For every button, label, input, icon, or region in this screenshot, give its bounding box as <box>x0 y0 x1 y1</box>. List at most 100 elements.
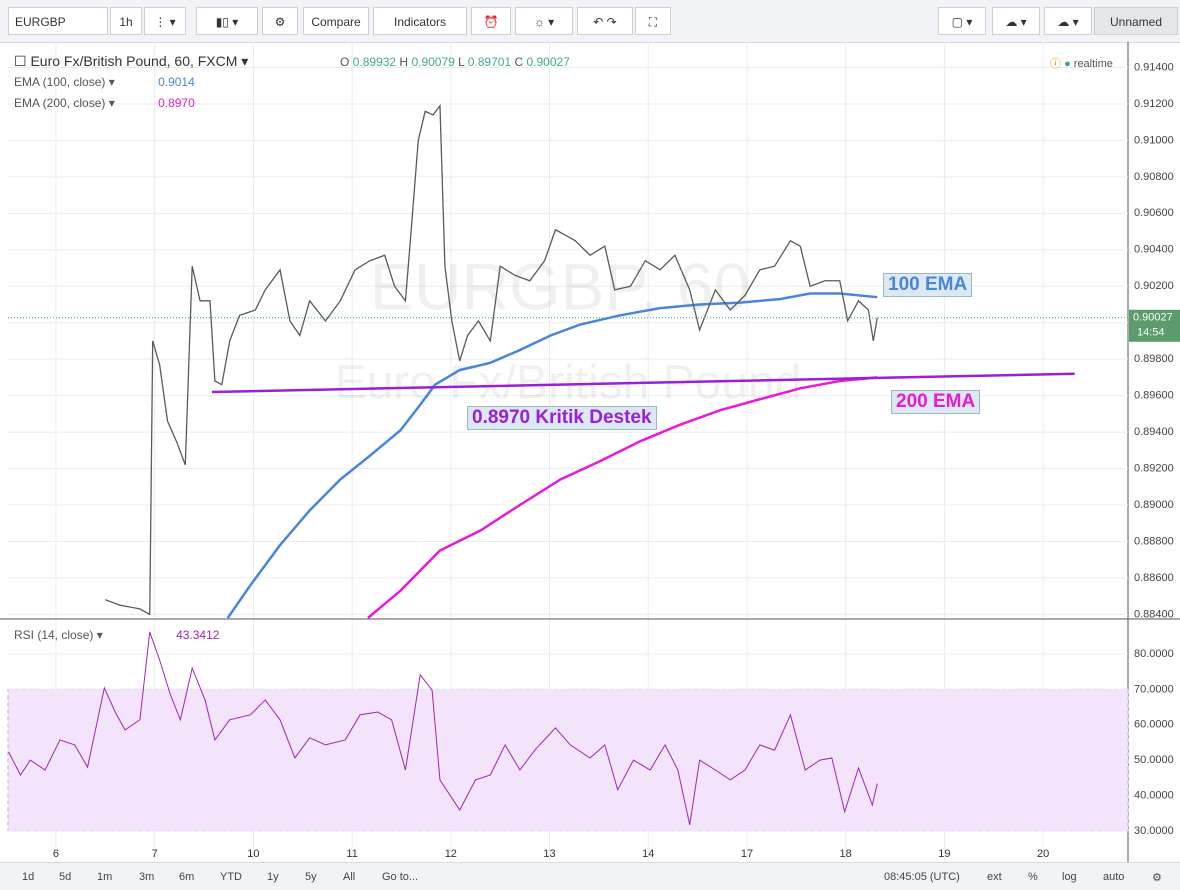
range[interactable]: YTD <box>220 871 242 883</box>
y-tick-label: 0.91400 <box>1134 61 1174 73</box>
goto[interactable]: Go to... <box>382 871 419 883</box>
save[interactable]: ☁ ▾ <box>1044 7 1092 35</box>
y-tick-label: 0.89200 <box>1134 462 1174 474</box>
range[interactable]: 5d <box>59 871 72 883</box>
y-tick-label: 0.90200 <box>1134 280 1174 292</box>
y-tick-label: 0.90400 <box>1134 244 1174 256</box>
line <box>226 292 878 619</box>
symbol-title: ☐ Euro Fx/British Pound, 60, FXCM ▾ <box>14 53 249 69</box>
price-tag-label: 0.90027 <box>1133 312 1173 324</box>
option[interactable]: log <box>1062 871 1077 883</box>
symbol-input[interactable]: EURGBP <box>8 7 108 35</box>
x-tick-label: 7 <box>152 848 158 860</box>
price-tag-time: 14:54 <box>1137 327 1165 339</box>
legend-value: 0.8970 <box>158 96 195 110</box>
line <box>105 103 878 616</box>
settings[interactable]: ⚙ <box>262 7 298 35</box>
legend-name: EMA (200, close) <box>14 96 106 110</box>
line <box>8 631 878 825</box>
title: Euro Fx/British Pound, 60, FXCM <box>30 53 238 69</box>
settings[interactable]: ⚙ <box>1152 872 1162 884</box>
chart-style[interactable]: ▮▯ ▾ <box>196 7 258 35</box>
y-tick-label: 50.0000 <box>1134 754 1174 766</box>
alert[interactable]: ⏰ <box>471 7 511 35</box>
ema-legend: EMA (200, close) ▾ 0.8970 <box>14 96 195 110</box>
rsi-legend: RSI (14, close) ▾ 43.3412 <box>14 628 220 642</box>
marks: 0.91400 0.91200 0.91000 0.90800 0.90600 0.904… <box>7 42 1180 862</box>
x-tick-label: 20 <box>1037 848 1049 860</box>
range[interactable]: 1d <box>22 871 35 883</box>
ohlc-value: 0.89701 <box>467 55 512 69</box>
color[interactable]: ▢ ▾ <box>938 7 986 35</box>
bottom-bar: 1d 5d 1m 3m 6m YTD 1y 5y All Go to... 08… <box>0 862 1180 890</box>
range[interactable]: All <box>343 871 356 883</box>
ohlc-label: O <box>340 55 350 69</box>
x-tick-label: 17 <box>741 848 753 860</box>
y-tick-label: 70.0000 <box>1134 683 1174 695</box>
ideas[interactable]: ☼ ▾ <box>515 7 573 35</box>
option[interactable]: auto <box>1103 871 1125 883</box>
ohlc-value: 0.90027 <box>526 55 570 69</box>
ema-legend: EMA (100, close) ▾ 0.9014 <box>14 75 195 89</box>
y-tick-label: 0.89000 <box>1134 499 1174 511</box>
interval-menu[interactable]: ⋮ ▾ <box>144 7 186 35</box>
range[interactable]: 1m <box>97 871 113 883</box>
y-tick-label: 0.89400 <box>1134 426 1174 438</box>
x-tick-label: 12 <box>445 848 457 860</box>
undo-redo[interactable]: ↶ ↷ <box>577 7 633 35</box>
price-tag <box>1129 309 1180 342</box>
ohlc-label: C <box>514 55 524 69</box>
y-tick-label: 0.88800 <box>1134 535 1174 547</box>
legend-value: 43.3412 <box>176 628 220 642</box>
line <box>211 372 1075 394</box>
y-tick-label: 80.0000 <box>1134 648 1174 660</box>
y-tick-label: 0.88600 <box>1134 572 1174 584</box>
range[interactable]: 6m <box>179 871 195 883</box>
y-tick-label: 40.0000 <box>1134 789 1174 801</box>
compare[interactable]: Compare <box>303 7 369 35</box>
status: ⓘ ● realtime <box>1050 58 1113 70</box>
legend-name: EMA (100, close) <box>14 75 106 89</box>
ohlc-value: 0.90079 <box>411 55 455 69</box>
legend-value: 0.9014 <box>158 75 195 89</box>
y-tick-label: 0.91000 <box>1134 134 1174 146</box>
y-tick-label: 0.91200 <box>1134 98 1174 110</box>
y-tick-label: 0.90800 <box>1134 171 1174 183</box>
range[interactable]: 3m <box>139 871 155 883</box>
ohlc-label: H <box>399 55 409 69</box>
legend-name: RSI (14, close) <box>14 628 94 642</box>
x-tick-label: 13 <box>543 848 555 860</box>
x-tick-label: 19 <box>938 848 950 860</box>
toolbar: EURGBP 1h ⋮ ▾ ▮▯ ▾ ⚙ Compare Indicators … <box>0 0 1180 43</box>
annotation: 0.8970 Kritik Destek <box>467 406 657 430</box>
range[interactable]: 5y <box>305 871 317 883</box>
option[interactable]: ext <box>987 871 1002 883</box>
x-tick-label: 11 <box>346 848 357 860</box>
load[interactable]: ☁ ▾ <box>992 7 1040 35</box>
y-tick-label: 0.89600 <box>1134 390 1174 402</box>
annotation: 100 EMA <box>883 273 973 297</box>
option[interactable]: % <box>1028 871 1038 883</box>
indicators[interactable]: Indicators <box>373 7 467 35</box>
ohlc-value: 0.89932 <box>352 55 397 69</box>
ohlc-label: L <box>458 55 465 69</box>
y-tick-label: 30.0000 <box>1134 825 1174 837</box>
watermark: Euro Fx/British Pound <box>335 357 802 410</box>
line <box>367 376 878 619</box>
ohlc: O 0.89932 H 0.90079 L 0.89701 C 0.90027 <box>340 55 570 69</box>
y-tick-label: 0.89800 <box>1134 353 1174 365</box>
watermark: EURGBP, 60 <box>370 249 750 323</box>
x-tick-label: 6 <box>53 848 59 860</box>
x-tick-label: 14 <box>642 848 654 860</box>
range[interactable]: 1y <box>267 871 279 883</box>
annotation: 200 EMA <box>891 390 981 414</box>
y-tick-label: 0.90600 <box>1134 207 1174 219</box>
x-tick-label: 18 <box>840 848 852 860</box>
layout[interactable]: Unnamed <box>1094 7 1178 35</box>
interval[interactable]: 1h <box>110 7 142 35</box>
y-tick-label: 60.0000 <box>1134 719 1174 731</box>
fullscreen[interactable]: ⛶ <box>635 7 671 35</box>
y-tick-label: 0.88400 <box>1134 608 1174 620</box>
